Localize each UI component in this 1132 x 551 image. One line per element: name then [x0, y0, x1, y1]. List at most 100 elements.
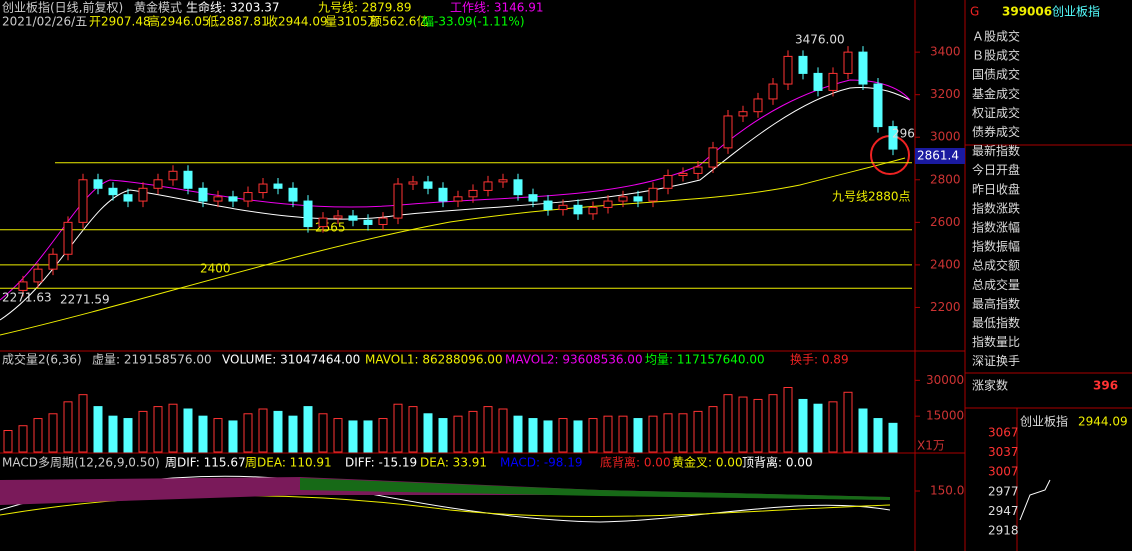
- candle: [423, 181, 433, 189]
- label: 创业板指: [1052, 4, 1100, 19]
- label: 396: [1093, 379, 1118, 393]
- label: 周DIF: 115.67: [165, 456, 246, 470]
- label: 幅-33.09(-1.11%): [422, 14, 525, 29]
- label: 2944.09: [1078, 415, 1128, 429]
- label: 2400: [200, 261, 231, 275]
- candle: [873, 83, 883, 128]
- label: 最高指数: [972, 296, 1020, 311]
- candle: [63, 221, 73, 255]
- label: 换手: 0.89: [790, 353, 849, 367]
- label: DEA: 33.91: [420, 456, 487, 470]
- y-tick-label: 2600: [930, 215, 961, 229]
- candle: [438, 187, 448, 202]
- ma-mid: [0, 86, 911, 321]
- volume-bar: [738, 396, 748, 453]
- label: 均量: 117157640.00: [645, 353, 765, 367]
- y-tick-label: 2400: [930, 257, 961, 271]
- label: 基金成交: [972, 86, 1020, 101]
- volume-bar: [48, 413, 58, 453]
- label: MAVOL2: 93608536.00: [505, 353, 643, 367]
- volume-bar: [813, 403, 823, 453]
- volume-bar: [33, 418, 43, 453]
- volume-bar: [258, 408, 268, 453]
- label: 2271.63: [2, 291, 52, 305]
- volume-bar: [453, 415, 463, 453]
- candle: [558, 204, 568, 211]
- candle: [138, 187, 148, 202]
- volume-bar: [528, 418, 538, 453]
- volume-bar: [588, 418, 598, 453]
- candle: [648, 187, 658, 202]
- label: MAVOL1: 86288096.00: [365, 353, 503, 367]
- label: 指数涨幅: [972, 220, 1020, 235]
- candle: [738, 111, 748, 117]
- candle: [48, 253, 58, 270]
- label: 指数量比: [972, 334, 1020, 349]
- label: G: [970, 5, 979, 19]
- candle: [93, 179, 103, 189]
- volume-bar: [273, 410, 283, 453]
- label: 黄金叉: 0.00: [672, 455, 743, 470]
- volume-bar: [708, 406, 718, 453]
- price-box: [915, 148, 965, 164]
- volume-bar: [678, 413, 688, 453]
- volume-bar: [333, 418, 343, 453]
- volume-bar: [198, 415, 208, 453]
- volume-bar: [693, 410, 703, 453]
- label: MACD多周期(12,26,9,0.50): [2, 456, 160, 470]
- candle: [798, 55, 808, 74]
- candle: [333, 215, 343, 219]
- volume-bar: [18, 425, 28, 453]
- candle: [273, 183, 283, 189]
- candle: [198, 187, 208, 202]
- volume-bar: [288, 415, 298, 453]
- label: 3007: [988, 465, 1019, 479]
- candle: [243, 192, 253, 202]
- candle: [33, 268, 43, 283]
- label: 昨日收盘: [972, 181, 1020, 196]
- label: 399006: [1002, 5, 1052, 19]
- candle: [318, 217, 328, 228]
- volume-bar: [483, 406, 493, 453]
- volume-bar: [183, 408, 193, 453]
- volume-bar: [213, 418, 223, 453]
- candle: [288, 187, 298, 202]
- candle: [813, 72, 823, 91]
- y-tick-label: 150.0: [930, 484, 964, 498]
- volume-bar: [3, 430, 13, 453]
- candle: [153, 179, 163, 189]
- label: 收2944.09: [266, 15, 328, 29]
- candle: [753, 98, 763, 113]
- label: 3476.00: [795, 33, 845, 47]
- volume-bar: [888, 422, 898, 453]
- candle: [618, 196, 628, 202]
- label: Ｂ股成交: [972, 48, 1020, 63]
- candle: [258, 183, 268, 194]
- volume-bar: [78, 394, 88, 453]
- volume-bar: [303, 406, 313, 453]
- candle: [603, 200, 613, 208]
- candle: [513, 179, 523, 196]
- volume-bar: [408, 406, 418, 453]
- volume-bar: [123, 418, 133, 453]
- volume-bar: [498, 408, 508, 453]
- candle: [588, 206, 598, 215]
- candle: [213, 196, 223, 202]
- candle: [468, 189, 478, 198]
- candle: [348, 215, 358, 221]
- volume-bar: [603, 415, 613, 453]
- volume-bar: [648, 415, 658, 453]
- candle: [723, 115, 733, 149]
- y-tick-label: 3000: [930, 130, 961, 144]
- label: 今日开盘: [972, 162, 1020, 177]
- label: 2021/02/26/五: [2, 15, 87, 29]
- y-tick-label: 30000: [926, 373, 964, 387]
- label: 顶背离: 0.00: [742, 455, 813, 470]
- volume-bar: [93, 406, 103, 453]
- label: 量3105万: [325, 15, 380, 29]
- label: 底背离: 0.00: [600, 455, 671, 470]
- candle: [453, 196, 463, 202]
- label: 创业板指: [1020, 414, 1068, 429]
- label: 最低指数: [972, 315, 1020, 330]
- macd-band-green: [300, 478, 890, 500]
